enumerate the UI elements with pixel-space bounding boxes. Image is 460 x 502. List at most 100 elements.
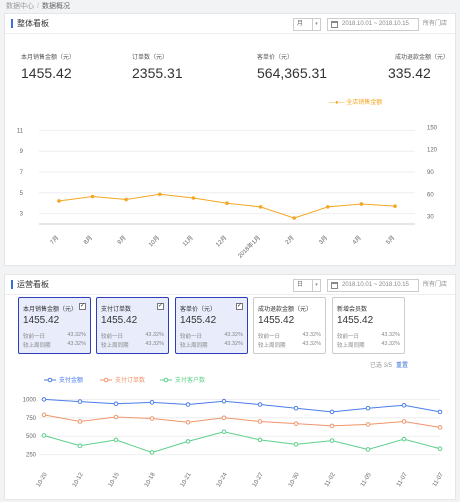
- metric-card-title: 新增会员数: [337, 307, 368, 313]
- row-label: 较上周同期: [337, 343, 365, 349]
- data-point: [149, 450, 155, 455]
- row-label: 较上周同期: [101, 343, 129, 349]
- x-tick-label: 10月: [147, 234, 161, 248]
- x-tick-label: 11-05: [360, 471, 373, 487]
- row-value: 43.32%: [381, 341, 400, 347]
- y-tick-label-right: 150: [427, 125, 438, 131]
- metric-card-orders[interactable]: 支付订单数 ✓ 1455.42 较前一日 43.32% 较上周同期 43.32%: [96, 297, 169, 354]
- breadcrumb-separator: /: [37, 3, 39, 10]
- kpi-value: 335.42: [388, 65, 431, 81]
- y-tick-label-left: 3: [20, 212, 24, 218]
- operations-period-value: 日: [297, 282, 304, 288]
- x-tick-label: 9月: [116, 234, 128, 246]
- data-point: [293, 421, 299, 426]
- operations-line-chart: 250 500 750 1000 支付金额 支付订单数 支付客户数 10-20 10-12 10-…: [23, 376, 445, 488]
- kpi-label: 订单数（元）: [132, 55, 169, 61]
- data-point: [225, 201, 229, 205]
- metric-card-row: 较上周同期 43.32%: [337, 341, 400, 349]
- row-value: 43.32%: [224, 332, 243, 338]
- metric-card-value: 1455.42: [180, 315, 217, 326]
- calendar-icon: [331, 21, 338, 28]
- x-tick-label: 4月: [351, 234, 363, 246]
- selection-info: 已选 3/5 重置: [370, 360, 408, 369]
- metric-card-row: 较前一日 43.32%: [101, 332, 164, 340]
- data-point: [257, 437, 263, 443]
- row-value: 43.32%: [67, 332, 86, 338]
- metric-card-row: 较前一日 43.32%: [337, 332, 400, 340]
- overview-store-value: 所有门店: [423, 21, 448, 27]
- metric-card-value: 1455.42: [101, 315, 138, 326]
- data-point: [124, 197, 128, 202]
- metric-card-title: 客单价（元）: [180, 307, 217, 313]
- chevron-down-icon: ▾: [312, 19, 320, 30]
- data-point: [221, 398, 227, 404]
- metric-card-row: 较上周同期 43.32%: [23, 341, 86, 349]
- x-tick-label: 10-24: [216, 471, 229, 488]
- x-tick-label: 12月: [214, 234, 228, 248]
- kpi-value: 2355.31: [132, 65, 183, 81]
- y-tick-label-left: 9: [20, 149, 24, 155]
- overview-store-select[interactable]: 所有门店: [423, 18, 447, 31]
- metric-card-row: 较前一日 43.32%: [180, 332, 243, 340]
- data-point: [401, 436, 407, 442]
- data-point: [41, 397, 47, 402]
- data-point: [185, 419, 191, 425]
- card-checkbox[interactable]: ✓: [236, 303, 243, 310]
- operations-store-select[interactable]: 所有门店: [423, 279, 447, 292]
- data-point: [149, 400, 155, 405]
- series-line: [43, 398, 441, 413]
- y-tick-label-left: 11: [17, 128, 24, 134]
- legend-marker: —●—: [329, 100, 345, 106]
- data-point: [41, 412, 47, 418]
- row-label: 较上周同期: [258, 343, 286, 349]
- row-label: 较前一日: [337, 334, 360, 340]
- row-label: 较前一日: [258, 334, 281, 340]
- data-point: [329, 409, 335, 415]
- breadcrumb-root[interactable]: 数据中心: [6, 3, 34, 10]
- x-tick-label: 10-21: [180, 471, 193, 488]
- data-point: [257, 402, 263, 407]
- metric-card-value: 1455.42: [23, 315, 60, 326]
- overview-panel-title: 整体看板: [11, 19, 49, 28]
- operations-period-select[interactable]: 日 ▾: [293, 279, 321, 292]
- operations-panel-title: 运营看板: [11, 280, 49, 289]
- kpi-label: 本月销售金额（元）: [21, 55, 76, 61]
- y-tick-label-right: 120: [427, 148, 438, 154]
- metric-card-sales[interactable]: 本月销售金额（元） ✓ 1455.42 较前一日 43.32% 较上周同期 43.3…: [18, 297, 91, 354]
- overview-period-select[interactable]: 月 ▾: [293, 18, 321, 31]
- data-point: [113, 414, 119, 420]
- y-tick-label: 500: [26, 434, 37, 440]
- row-label: 较前一日: [180, 334, 203, 340]
- metric-card-title: 支付订单数: [101, 307, 132, 313]
- metric-card-title: 本月销售金额（元）: [23, 307, 78, 313]
- data-point: [393, 204, 397, 208]
- data-point: [77, 443, 83, 449]
- x-tick-label: 11-07: [396, 471, 409, 487]
- kpi-label: 成功退款金额（元）: [395, 55, 450, 61]
- operations-store-value: 所有门店: [423, 282, 448, 288]
- data-point: [113, 401, 119, 407]
- overview-date-range[interactable]: 2018.10.01 ~ 2018.10.15: [327, 18, 419, 31]
- selection-count: 已选 3/5: [370, 363, 393, 369]
- row-label: 较上周同期: [23, 343, 51, 349]
- row-label: 较上周同期: [180, 343, 208, 349]
- data-point: [185, 402, 191, 407]
- card-checkbox[interactable]: ✓: [79, 303, 86, 310]
- metric-card-refund[interactable]: 成功退款金额（元） 1455.42 较前一日 43.32% 较上周同期 43.32%: [253, 297, 326, 354]
- metric-card-new-members[interactable]: 新增会员数 1455.42 较前一日 43.32% 较上周同期 43.32%: [332, 297, 405, 354]
- data-point: [77, 419, 83, 424]
- legend-label: 支付金额: [59, 376, 83, 384]
- y-tick-label-left: 5: [20, 191, 24, 197]
- metric-card-row: 较上周同期 43.32%: [258, 341, 321, 349]
- metric-card-avg-price[interactable]: 客单价（元） ✓ 1455.42 较前一日 43.32% 较上周同期 43.32%: [175, 297, 248, 354]
- overview-panel-header: 整体看板 月 ▾ 2018.10.01 ~ 2018.10.15 所有门店: [5, 14, 455, 34]
- card-checkbox[interactable]: ✓: [157, 303, 164, 310]
- chart1-legend[interactable]: —●— 全店销售金额: [329, 97, 382, 106]
- y-tick-label-right: 60: [427, 192, 434, 198]
- data-point: [149, 416, 155, 421]
- reset-button[interactable]: 重置: [396, 363, 409, 369]
- data-point: [329, 423, 335, 429]
- operations-date-range[interactable]: 2018.10.01 ~ 2018.10.15: [327, 279, 419, 292]
- x-tick-label: 3月: [318, 234, 330, 246]
- row-label: 较前一日: [101, 334, 124, 340]
